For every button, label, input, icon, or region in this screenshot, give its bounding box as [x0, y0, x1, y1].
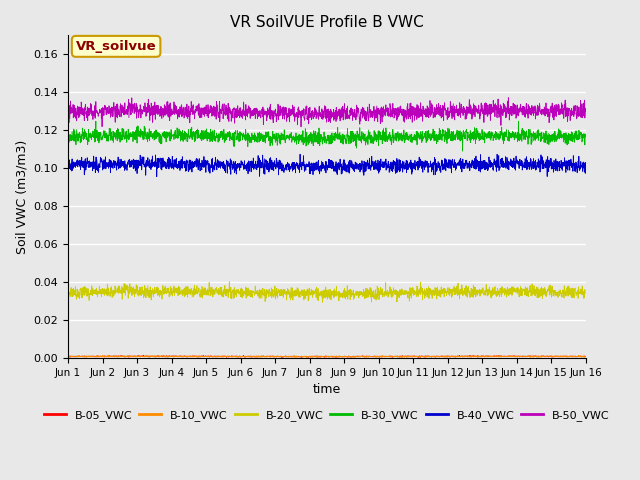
- Line: B-30_VWC: B-30_VWC: [68, 121, 586, 151]
- B-50_VWC: [353, 114, 361, 120]
- B-05_VWC: [278, 355, 285, 360]
- B-10_VWC: [582, 354, 589, 360]
- B-30_VWC: [209, 139, 216, 144]
- B-10_VWC: [353, 354, 361, 360]
- B-05_VWC: [353, 353, 361, 359]
- B-50_VWC: [551, 102, 559, 108]
- B-20_VWC: [342, 290, 349, 296]
- B-10_VWC: [477, 353, 485, 359]
- B-05_VWC: [582, 354, 589, 360]
- B-50_VWC: [297, 124, 305, 130]
- B-20_VWC: [209, 289, 216, 295]
- B-40_VWC: [64, 161, 72, 167]
- B-50_VWC: [477, 101, 485, 107]
- B-05_VWC: [477, 354, 485, 360]
- Y-axis label: Soil VWC (m3/m3): Soil VWC (m3/m3): [15, 140, 28, 254]
- B-10_VWC: [303, 355, 310, 360]
- Line: B-05_VWC: B-05_VWC: [68, 355, 586, 358]
- B-30_VWC: [582, 132, 589, 137]
- B-20_VWC: [319, 300, 326, 305]
- Text: VR_soilvue: VR_soilvue: [76, 40, 156, 53]
- B-20_VWC: [551, 290, 559, 296]
- B-10_VWC: [64, 354, 72, 360]
- Line: B-20_VWC: B-20_VWC: [68, 282, 586, 302]
- B-30_VWC: [353, 136, 360, 142]
- B-05_VWC: [209, 354, 216, 360]
- B-40_VWC: [536, 161, 544, 167]
- B-05_VWC: [536, 354, 544, 360]
- B-10_VWC: [551, 354, 559, 360]
- B-05_VWC: [64, 353, 72, 359]
- B-20_VWC: [536, 290, 544, 296]
- B-30_VWC: [515, 118, 522, 124]
- B-20_VWC: [64, 285, 72, 290]
- B-50_VWC: [64, 110, 72, 116]
- X-axis label: time: time: [313, 383, 341, 396]
- B-10_VWC: [104, 352, 112, 358]
- Line: B-50_VWC: B-50_VWC: [68, 97, 586, 127]
- Line: B-40_VWC: B-40_VWC: [68, 154, 586, 177]
- B-30_VWC: [477, 136, 485, 142]
- B-30_VWC: [459, 148, 467, 154]
- B-50_VWC: [504, 95, 512, 100]
- B-40_VWC: [342, 162, 349, 168]
- B-30_VWC: [536, 130, 544, 136]
- B-20_VWC: [582, 290, 589, 296]
- B-20_VWC: [225, 279, 233, 285]
- B-50_VWC: [582, 108, 589, 114]
- B-40_VWC: [582, 159, 589, 165]
- Legend: B-05_VWC, B-10_VWC, B-20_VWC, B-30_VWC, B-40_VWC, B-50_VWC: B-05_VWC, B-10_VWC, B-20_VWC, B-30_VWC, …: [39, 406, 614, 425]
- B-20_VWC: [477, 287, 485, 292]
- B-10_VWC: [209, 354, 216, 360]
- B-05_VWC: [342, 354, 349, 360]
- Line: B-10_VWC: B-10_VWC: [68, 355, 586, 358]
- B-30_VWC: [551, 139, 559, 144]
- B-40_VWC: [551, 161, 559, 167]
- B-40_VWC: [296, 151, 304, 157]
- B-50_VWC: [536, 108, 544, 114]
- B-40_VWC: [209, 168, 216, 173]
- B-10_VWC: [536, 353, 544, 359]
- Title: VR SoilVUE Profile B VWC: VR SoilVUE Profile B VWC: [230, 15, 424, 30]
- B-30_VWC: [64, 134, 72, 140]
- B-05_VWC: [200, 352, 207, 358]
- B-05_VWC: [551, 353, 559, 359]
- B-40_VWC: [353, 161, 361, 167]
- B-20_VWC: [353, 292, 361, 298]
- B-40_VWC: [477, 166, 485, 171]
- B-30_VWC: [342, 139, 349, 145]
- B-50_VWC: [342, 109, 349, 115]
- B-40_VWC: [153, 174, 161, 180]
- B-10_VWC: [342, 354, 349, 360]
- B-50_VWC: [209, 105, 216, 110]
